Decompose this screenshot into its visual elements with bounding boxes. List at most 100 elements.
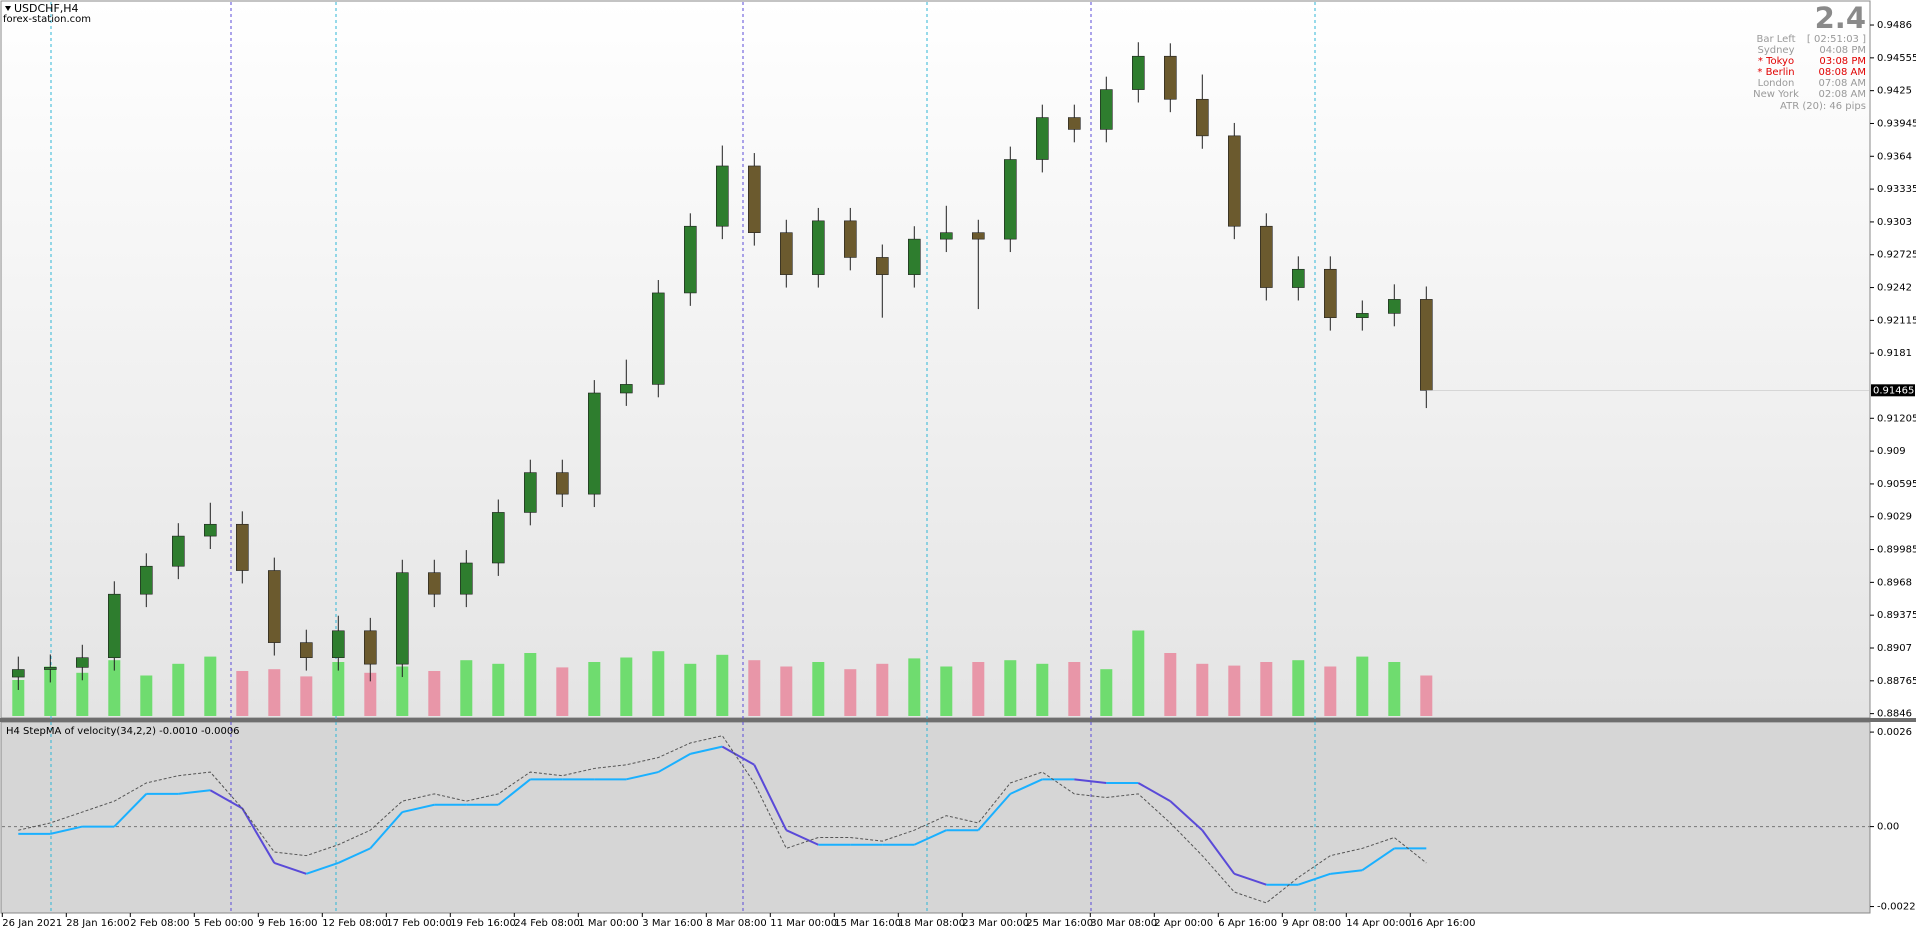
- y-tick-label: 0.89375: [1877, 610, 1916, 621]
- candle-body: [1068, 117, 1081, 130]
- volume-bar: [620, 657, 633, 716]
- volume-bar: [364, 672, 377, 716]
- candle-body: [875, 257, 889, 275]
- x-tick-label: 25 Mar 16:00: [1026, 918, 1093, 929]
- candle-body: [491, 512, 505, 564]
- panel-separator: [0, 718, 1916, 722]
- y-tick-label: 0.90595: [1877, 479, 1916, 490]
- candle-body: [140, 565, 153, 595]
- info-row-time: 08:08 AM: [1819, 67, 1866, 78]
- stepma-segment: [785, 829, 819, 846]
- candle-body: [811, 220, 825, 275]
- stepma-segment: [209, 789, 243, 810]
- candle-body: [331, 630, 345, 658]
- period-separators: [50, 2, 1316, 913]
- x-tick-label: 9 Feb 16:00: [258, 918, 317, 929]
- y-tick-label: 0.8968: [1877, 577, 1912, 588]
- info-row-label: Sydney: [1757, 45, 1794, 56]
- stepma-segment: [1169, 800, 1203, 831]
- candle-body: [236, 523, 249, 571]
- candle-body: [683, 225, 697, 294]
- candle-body: [172, 535, 185, 567]
- y-tick-label: 0.9242: [1877, 283, 1912, 294]
- candle-body: [779, 232, 793, 275]
- stepma-segment: [178, 789, 211, 795]
- volume-bar: [44, 666, 57, 716]
- stepma-segment: [1297, 872, 1331, 886]
- stepma-segment: [273, 861, 307, 875]
- info-row-time: 04:08 PM: [1819, 45, 1866, 56]
- x-tick-label: 6 Apr 16:00: [1218, 918, 1277, 929]
- y-tick-label: 0.93945: [1877, 118, 1916, 129]
- candle-body: [1100, 89, 1113, 130]
- volume-bar: [1068, 662, 1081, 716]
- candle-body: [971, 232, 985, 240]
- volume-bar: [940, 666, 953, 716]
- stepma-segment: [753, 764, 788, 831]
- volume-bar: [332, 662, 345, 716]
- volume-bar: [1260, 662, 1273, 716]
- x-tick-label: 15 Mar 16:00: [834, 918, 901, 929]
- indicator-panel: [0, 721, 1871, 914]
- volume-bar: [268, 669, 281, 716]
- volume-bar: [1292, 660, 1305, 716]
- volume-bar: [300, 676, 313, 716]
- candle-body: [747, 165, 761, 233]
- info-row-time: [ 02:51:03 ]: [1807, 34, 1866, 45]
- symbol-label: USDCHF,H4: [14, 2, 79, 15]
- stepma-segment: [977, 793, 1012, 831]
- x-tick-label: 11 Mar 00:00: [770, 918, 837, 929]
- stepma-segment: [50, 825, 83, 835]
- stepma-segment: [1330, 869, 1363, 875]
- candle-body: [1324, 268, 1337, 318]
- y-tick-label: 0.94555: [1877, 53, 1916, 64]
- volume-bar: [76, 672, 89, 716]
- stepma-segment: [1137, 782, 1171, 803]
- info-row-time: 07:08 AM: [1819, 78, 1866, 89]
- stepma-segment: [305, 861, 339, 875]
- volume-bar: [172, 663, 185, 716]
- y-tick-label: 0.00: [1877, 822, 1899, 833]
- main-panel: [0, 0, 1871, 719]
- volume-bar: [428, 671, 441, 716]
- volume-bar: [588, 662, 601, 716]
- menu-arrow[interactable]: [5, 6, 11, 11]
- info-row-label: * Berlin: [1757, 67, 1794, 78]
- x-tick-label: 28 Jan 16:00: [66, 918, 129, 929]
- volume-bar: [972, 662, 985, 716]
- candle-body: [1388, 299, 1401, 314]
- volume-bar: [1164, 653, 1177, 716]
- candle-body: [715, 165, 729, 227]
- volume-bar: [108, 660, 121, 716]
- stepma-segment: [1009, 778, 1043, 795]
- info-row-label: Bar Left: [1756, 34, 1795, 45]
- volume-bar: [140, 675, 153, 716]
- y-tick-label: 0.0026: [1877, 727, 1912, 738]
- volume-bar: [812, 662, 825, 716]
- candle-body: [1228, 135, 1241, 227]
- volume-bar: [460, 660, 473, 716]
- candle-body: [43, 667, 57, 670]
- last-price-label: 0.91465: [1873, 385, 1914, 396]
- volume-bar: [556, 667, 569, 716]
- volume-bar: [876, 663, 889, 716]
- candle-body: [523, 472, 537, 513]
- x-tick-label: 30 Mar 08:00: [1090, 918, 1157, 929]
- x-tick-label: 5 Feb 00:00: [194, 918, 253, 929]
- x-tick-label: 1 Mar 00:00: [578, 918, 638, 929]
- candle-body: [204, 523, 217, 537]
- candle-body: [587, 392, 601, 495]
- stepma-segment: [913, 829, 947, 846]
- volume-bar: [204, 656, 217, 716]
- y-tick-label: 0.88765: [1877, 676, 1916, 687]
- candle-body: [1356, 313, 1369, 318]
- candle-body: [1196, 98, 1209, 137]
- stepma-segment: [337, 847, 371, 864]
- stepma-segment: [1233, 872, 1267, 886]
- stepma-segment: [369, 811, 404, 850]
- x-tick-label: 8 Mar 08:00: [706, 918, 766, 929]
- x-tick-label: 19 Feb 16:00: [450, 918, 516, 929]
- y-tick-label: 0.9303: [1877, 217, 1912, 228]
- indicator-title: H4 StepMA of velocity(34,2,2) -0.0010 -0…: [6, 726, 240, 737]
